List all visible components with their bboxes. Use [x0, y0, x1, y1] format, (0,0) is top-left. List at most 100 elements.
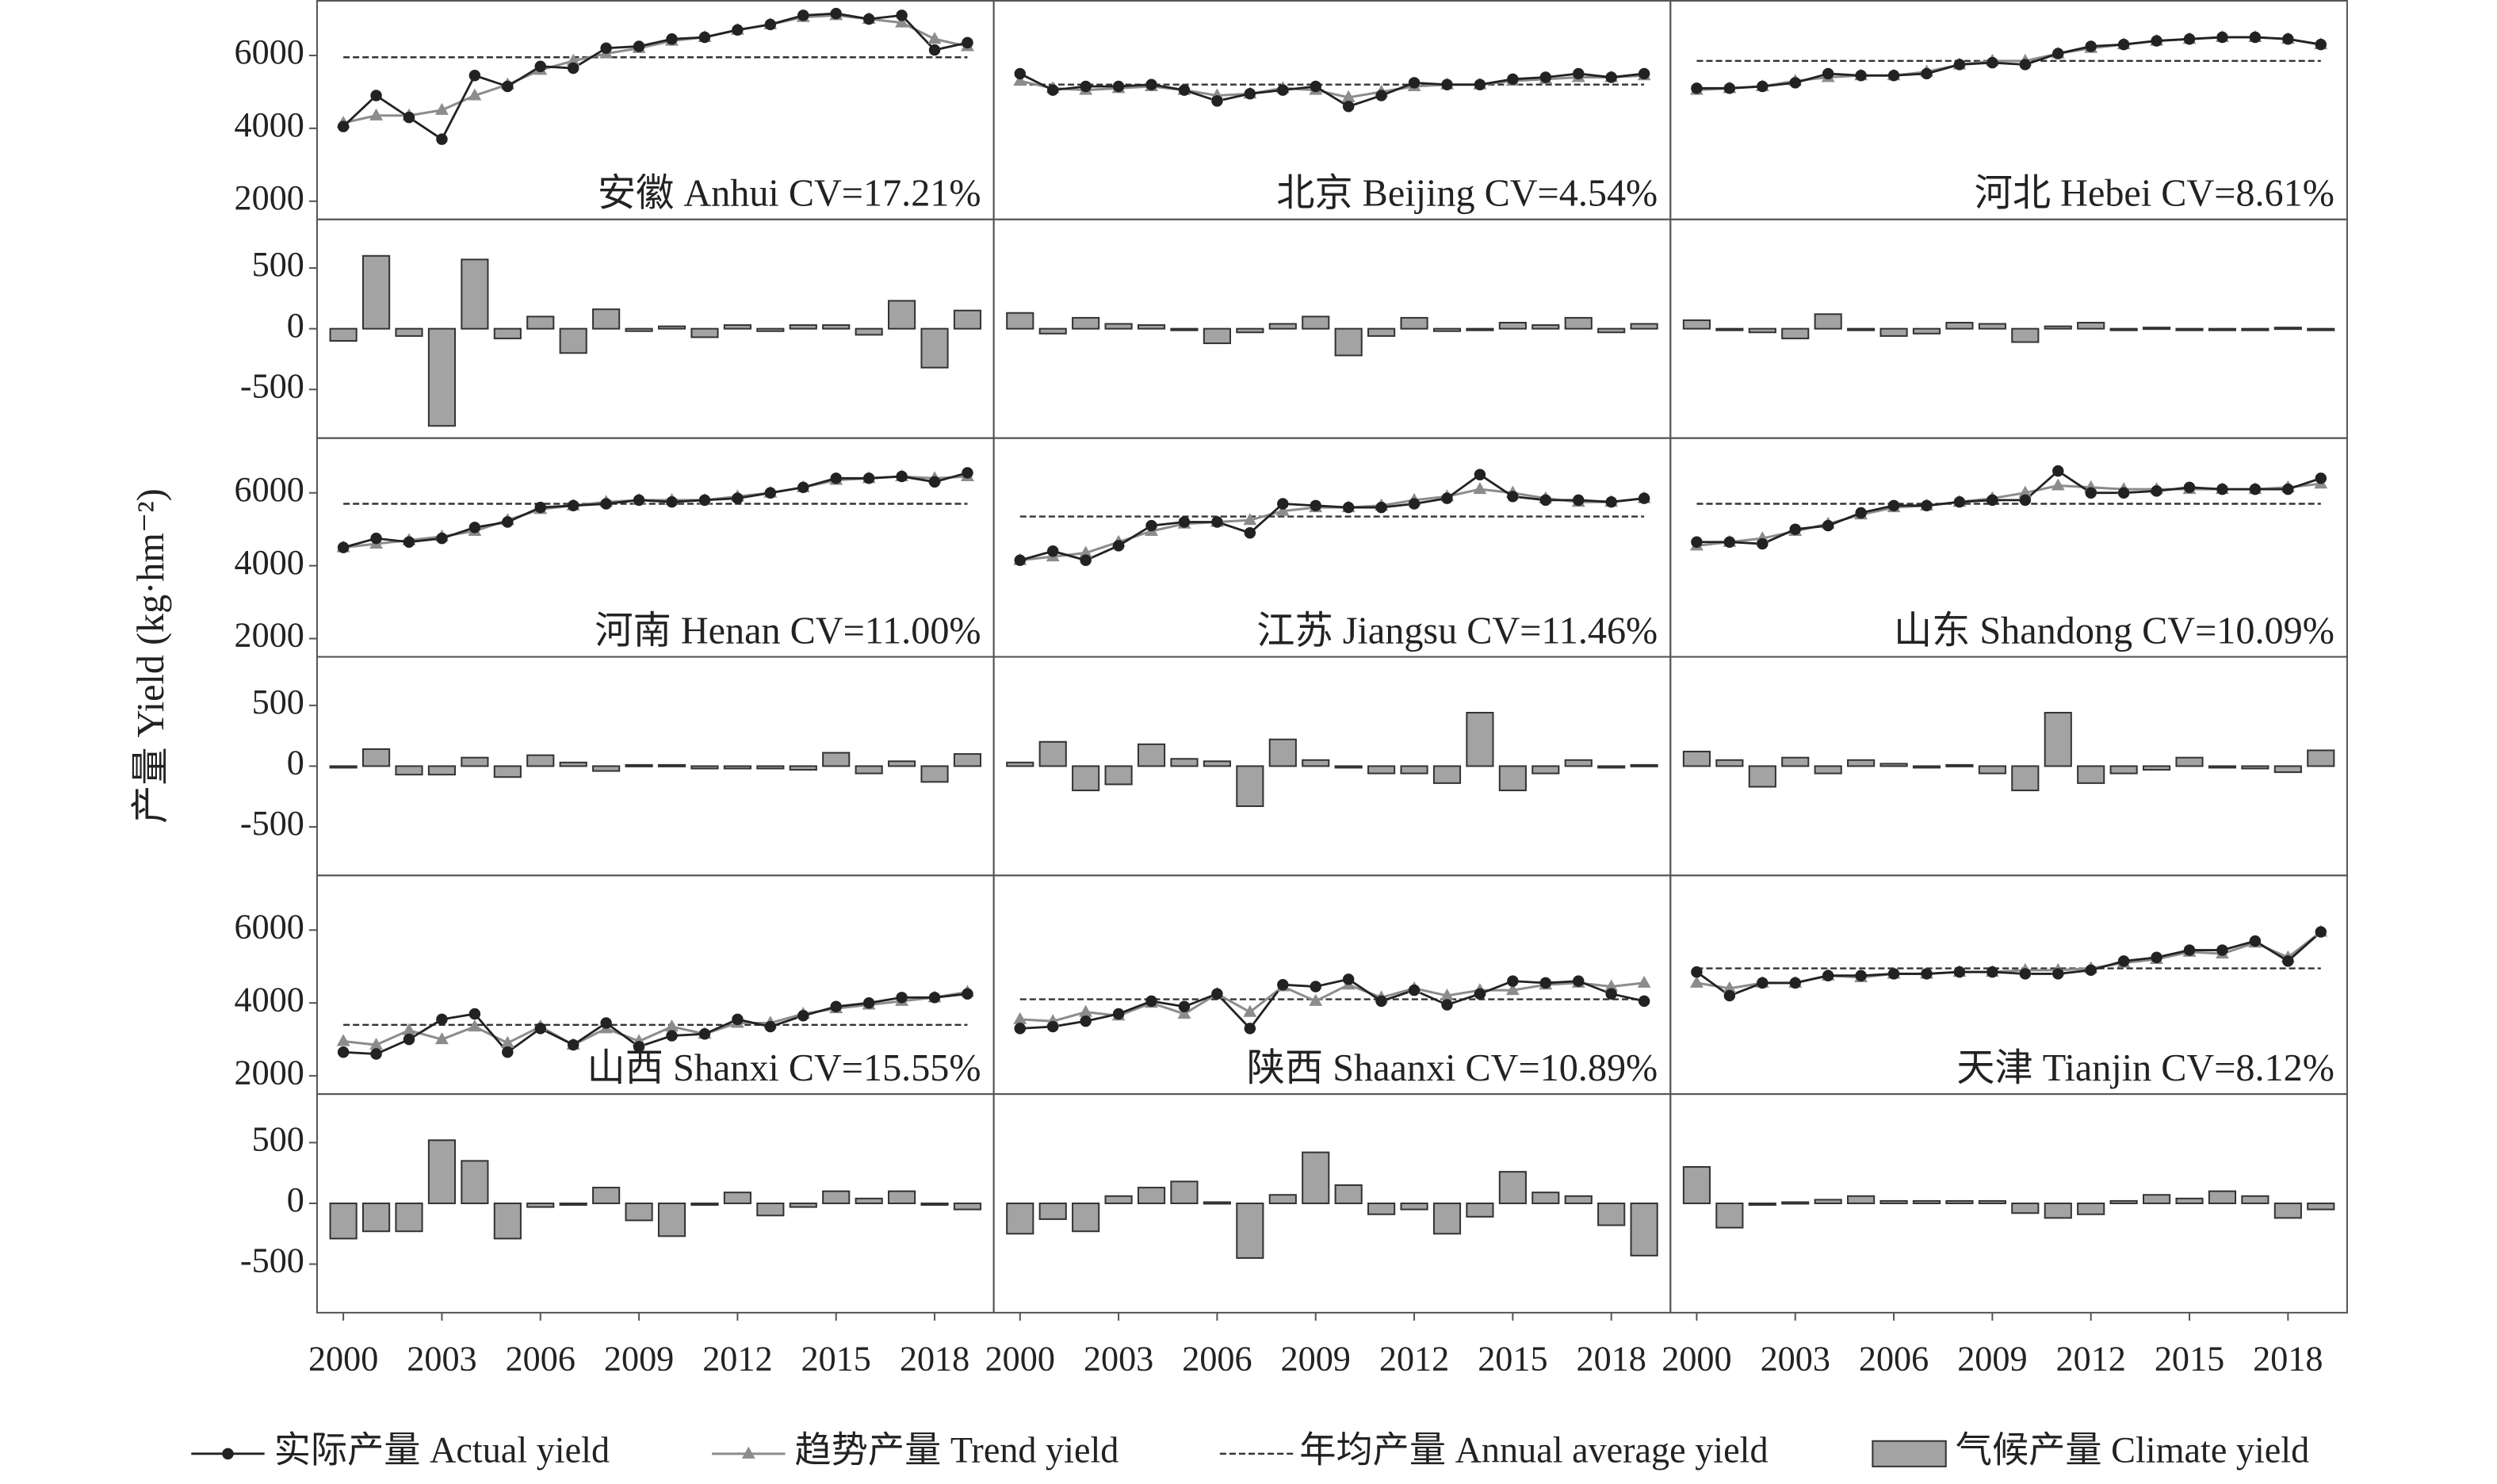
actual-marker	[896, 10, 908, 21]
actual-marker	[2117, 955, 2130, 967]
actual-marker	[370, 90, 382, 101]
x-tick-label: 2012	[1379, 1339, 1449, 1378]
climate-bar	[395, 327, 423, 337]
trend-marker	[369, 1038, 384, 1050]
x-tick-label: 2006	[506, 1339, 575, 1378]
climate-bar	[1038, 1202, 1067, 1220]
trend-marker	[1079, 1004, 1093, 1017]
climate-bar	[1170, 758, 1199, 767]
climate-bar	[461, 258, 489, 330]
trend-marker	[1013, 74, 1027, 86]
climate-bar	[1170, 1180, 1199, 1204]
x-tick-label: 2018	[900, 1339, 969, 1378]
trend-marker	[468, 88, 482, 101]
climate-bar	[2142, 765, 2171, 771]
climate-bar	[2044, 325, 2072, 330]
climate-bar	[592, 765, 621, 772]
climate-bar	[592, 308, 621, 330]
climate-bar	[1334, 765, 1363, 769]
actual-marker	[896, 992, 908, 1004]
climate-bar	[1203, 1201, 1231, 1205]
trend-marker	[665, 1019, 679, 1032]
actual-marker	[1507, 73, 1519, 86]
climate-bar	[1847, 759, 1876, 767]
legend-label: 气候产量 Climate yield	[1956, 1429, 2309, 1470]
actual-marker	[1080, 80, 1092, 93]
climate-bar	[855, 1197, 883, 1204]
climate-bar	[1072, 1202, 1100, 1233]
y-tick-label: 4000	[235, 980, 304, 1019]
actual-marker	[1145, 995, 1157, 1008]
climate-bar	[2077, 322, 2105, 330]
climate-bar	[1038, 740, 1067, 767]
legend-marker	[222, 1448, 234, 1460]
actual-marker	[1921, 968, 1933, 980]
trend-marker	[435, 102, 449, 115]
climate-bar	[427, 1139, 457, 1204]
climate-bar	[2142, 327, 2171, 331]
actual-marker	[928, 476, 941, 488]
climate-bar	[1334, 1184, 1363, 1204]
actual-marker	[436, 532, 448, 545]
actual-marker	[1342, 501, 1355, 514]
trend-marker	[2051, 478, 2065, 491]
actual-marker	[1080, 1015, 1092, 1027]
climate-bar	[1170, 327, 1199, 331]
actual-marker	[797, 481, 809, 494]
actual-marker	[1573, 975, 1585, 987]
actual-marker	[2216, 31, 2228, 44]
actual-marker	[962, 988, 973, 1000]
climate-bar	[888, 1190, 916, 1204]
actual-marker	[797, 10, 809, 21]
actual-marker	[1014, 1023, 1027, 1035]
actual-marker	[666, 1030, 678, 1042]
climate-bar	[920, 327, 949, 369]
panel-label: 安徽 Anhui CV=17.21%	[598, 173, 981, 215]
y-tick-label: 6000	[235, 33, 304, 71]
climate-bar	[1531, 324, 1560, 330]
climate-bar	[526, 754, 555, 767]
climate-bar	[822, 752, 851, 767]
climate-bar	[2142, 1194, 2171, 1204]
climate-bar	[559, 327, 587, 354]
climate-bar	[1498, 1171, 1527, 1204]
climate-bar	[1597, 765, 1626, 769]
actual-marker	[1539, 977, 1552, 989]
y-tick-label: 500	[252, 245, 304, 284]
actual-marker	[534, 60, 546, 72]
actual-marker	[1014, 554, 1027, 566]
actual-marker	[403, 536, 415, 548]
climate-bar	[1748, 765, 1776, 788]
actual-marker	[337, 120, 350, 132]
actual-marker	[633, 494, 645, 507]
trend-marker	[402, 1023, 416, 1035]
climate-bar	[920, 765, 949, 783]
y-tick-label: -500	[240, 366, 304, 405]
climate-bar	[2044, 712, 2072, 767]
climate-bar	[690, 765, 719, 770]
climate-bar	[888, 300, 916, 330]
y-tick-label: 2000	[235, 616, 304, 655]
panel-label: 陕西 Shaanxi CV=10.89%	[1247, 1047, 1658, 1089]
climate-bar	[2307, 1202, 2335, 1211]
actual-marker	[1310, 981, 1321, 993]
actual-marker	[1822, 970, 1834, 981]
actual-marker	[468, 69, 481, 82]
actual-marker	[2315, 38, 2327, 51]
actual-marker	[1887, 968, 1900, 980]
actual-marker	[2085, 40, 2097, 52]
actual-marker	[1211, 516, 1223, 528]
actual-marker	[1789, 77, 1801, 89]
actual-marker	[764, 18, 777, 31]
y-tick-label: 500	[252, 683, 304, 721]
panel-label: 山东 Shandong CV=10.09%	[1894, 610, 2334, 652]
actual-marker	[1855, 69, 1867, 82]
climate-bar	[395, 765, 423, 776]
x-tick-label: 2009	[604, 1339, 674, 1378]
climate-bar	[2241, 327, 2269, 331]
climate-bar	[1597, 1202, 1626, 1226]
climate-bar	[657, 1202, 686, 1237]
legend-label: 年均产量 Annual average yield	[1299, 1429, 1768, 1470]
climate-bar	[1748, 1202, 1776, 1206]
